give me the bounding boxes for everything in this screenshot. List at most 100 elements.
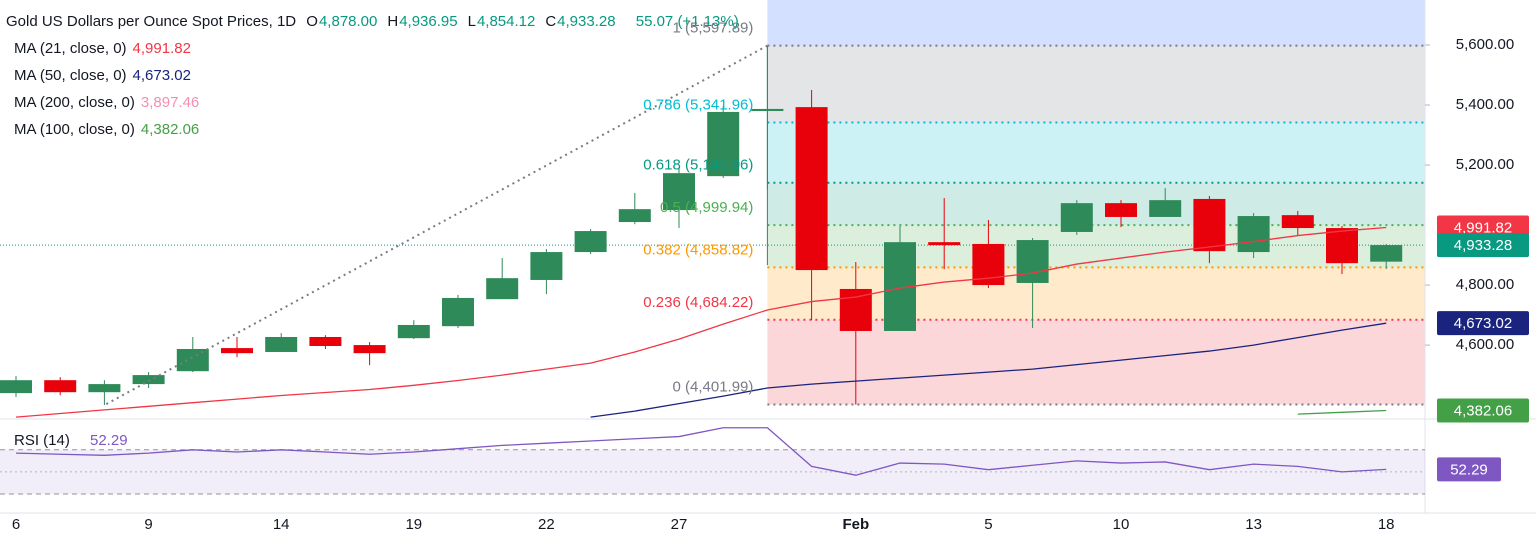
fib-band [767,122,1425,183]
candle-body [530,252,563,280]
y-tick-label: 5,200.00 [1456,156,1514,173]
ohlc-value: 4,854.12 [476,13,536,30]
candle-body [486,278,519,300]
y-tick-label: 4,800.00 [1456,276,1514,293]
change: 55.07 (+1.13%) [635,13,739,30]
candle-body [1016,240,1049,283]
price-badge [1437,311,1529,336]
price-badge-label: 4,933.28 [1454,237,1512,254]
legend-row: MA (50, close, 0) 4,673.02 [14,67,191,84]
candle-body [1149,200,1182,217]
rsi-line [15,427,1387,476]
x-tick-label: 5 [984,516,992,533]
candle-body [751,108,784,112]
candle-body [1105,203,1137,217]
title: Gold US Dollars per Ounce Spot Prices, 1… [6,13,297,30]
x-tick-label: 19 [405,516,422,533]
candle-body [1060,203,1093,232]
fib-label: 0 (4,401.99) [673,378,754,395]
legend-row: MA (200, close, 0) 3,897.46 [14,94,199,111]
legend-value: 4,673.02 [132,67,191,84]
fib-label: 0.236 (4,684.22) [643,294,753,311]
rsi-band [0,449,1425,494]
legend-name: MA (21, close, 0) [14,40,127,57]
rsi-value: 52.29 [90,432,128,449]
candle-body [132,375,165,385]
candle-body [309,336,342,346]
fib-label: 0.618 (5,141.06) [643,157,753,174]
candle-body [44,380,77,393]
candle-body [928,242,961,246]
candle-body [442,297,474,327]
ohlc-value: 4,936.95 [399,13,458,30]
candle-body [1281,215,1314,229]
candle-body [574,231,607,253]
legend-row: MA (21, close, 0) 4,991.82 [14,40,191,57]
x-tick-label: 10 [1113,516,1130,533]
candle-body [707,111,740,177]
price-badge-label: 4,991.82 [1454,219,1512,236]
fib-label: 0.5 (4,999.94) [660,199,753,216]
legend-name: MA (200, close, 0) [14,94,135,111]
x-tick-label: 22 [538,516,555,533]
main-pane [0,0,1425,418]
candle-body [353,345,386,354]
legend-name: MA (50, close, 0) [14,67,127,84]
legend-value: 3,897.46 [140,94,200,111]
ohlc-key: O [306,13,318,30]
rsi-name: RSI (14) [14,432,70,449]
y-tick-label: 5,400.00 [1456,96,1514,113]
candle-body [0,380,32,394]
price-badge-label: 4,673.02 [1454,315,1512,332]
y-tick-label: 5,600.00 [1456,36,1514,53]
candle-body [397,324,430,339]
legend-value: 4,382.06 [140,121,200,138]
rsi-badge [1437,457,1501,482]
legend-name: MA (100, close, 0) [14,121,135,138]
candle-body [1326,228,1358,264]
candle-body [663,173,695,211]
rsi-badge-label: 52.29 [1450,461,1488,478]
fib-band [767,182,1425,226]
fib-extension-band [767,0,1425,46]
candle-body [1370,245,1403,262]
ohlc: O4,878.00 H4,936.95 L4,854.12 C4,933.28 [306,13,625,30]
ohlc-key: L [467,13,476,30]
price-badge [1437,233,1529,258]
fib-label: 1 (5,597.89) [673,20,754,37]
fib-label: 0.382 (4,858.82) [643,241,753,258]
candle-body [265,336,298,352]
legend-value: 4,991.82 [132,40,191,57]
legend-row: MA (100, close, 0) 4,382.06 [14,121,199,138]
fib-band [767,267,1425,320]
candle-body [618,209,651,223]
x-tick-label: 27 [671,516,688,533]
candle-body [176,348,209,372]
x-tick-label: Feb [842,516,869,533]
price-badge [1437,398,1529,423]
ma-line [1297,409,1387,415]
ohlc-key: C [545,13,557,30]
x-tick-label: 6 [12,516,20,533]
x-tick-label: 9 [144,516,152,533]
fib-band [767,225,1425,268]
y-tick-label: 4,600.00 [1456,336,1514,353]
fib-band [767,45,1425,123]
candle-body [88,384,121,393]
ma-line [590,322,1387,418]
x-tick-label: 13 [1245,516,1262,533]
candle-body [839,288,872,331]
x-tick-label: 14 [273,516,290,533]
candle-body [1193,198,1226,252]
candle-body [221,348,253,354]
x-tick-label: 18 [1378,516,1395,533]
fib-label: 0.786 (5,341.96) [643,96,753,113]
ohlc-value: 4,933.28 [557,13,616,30]
header: Gold US Dollars per Ounce Spot Prices, 1… [6,13,745,30]
price-badge-label: 4,382.06 [1454,402,1512,419]
ma-line [15,226,1387,418]
candle-body [795,107,828,271]
ohlc-value: 4,878.00 [318,13,378,30]
